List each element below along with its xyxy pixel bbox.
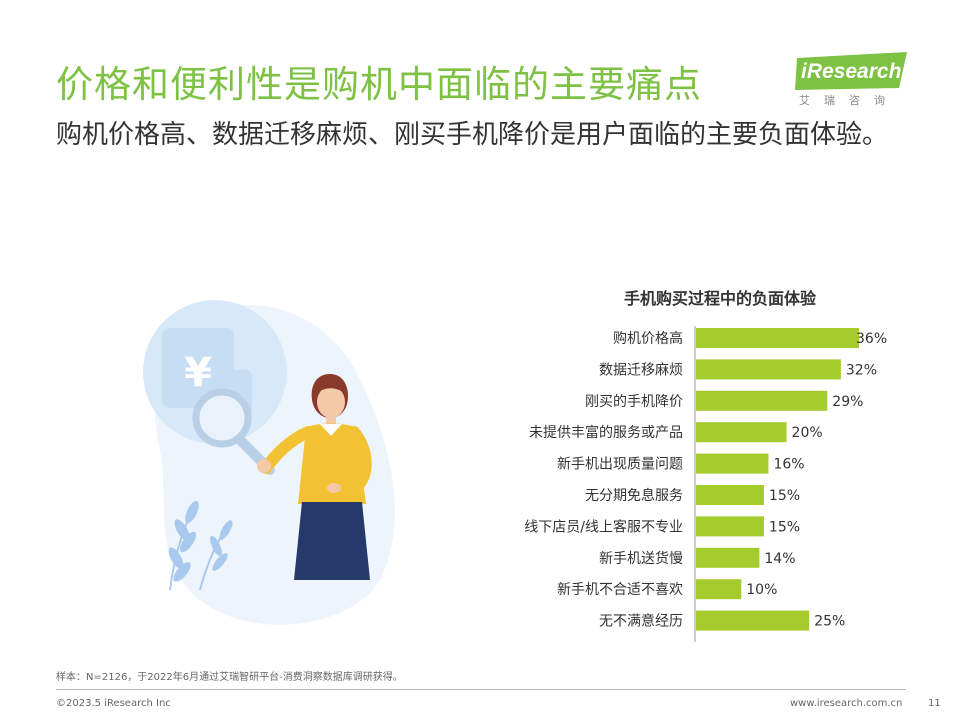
value-label: 14% bbox=[764, 551, 795, 567]
sample-footnote: 样本：N=2126，于2022年6月通过艾瑞智研平台-消费洞察数据库调研获得。 bbox=[56, 672, 403, 683]
category-label: 刚买的手机降价 bbox=[585, 394, 683, 410]
iresearch-logo: iResearch 艾瑞咨询 bbox=[795, 52, 913, 112]
value-label: 15% bbox=[769, 488, 800, 504]
leaf-plant bbox=[168, 500, 233, 591]
value-label: 29% bbox=[832, 394, 863, 410]
magnifier-glass bbox=[192, 388, 252, 448]
value-label: 10% bbox=[746, 582, 777, 598]
category-label: 无分期免息服务 bbox=[585, 487, 683, 504]
value-label: 16% bbox=[773, 457, 804, 473]
currency-icon: ¥ bbox=[184, 350, 212, 396]
ticket-card bbox=[162, 328, 234, 408]
bar bbox=[696, 485, 764, 505]
bar bbox=[696, 610, 810, 631]
footer-divider bbox=[56, 689, 906, 690]
logo-shape bbox=[795, 52, 907, 90]
bar bbox=[696, 453, 769, 474]
value-label: 32% bbox=[846, 362, 877, 378]
negative-experience-bar-chart: 购机价格高 36% 数据迁移麻烦 32% 刚买的手机降价 29% 未提供丰富的服务或产品 20… bbox=[524, 326, 887, 642]
website-link[interactable]: www.iresearch.com.cn bbox=[790, 698, 903, 709]
chart-title: 手机购买过程中的负面体验 bbox=[623, 289, 816, 308]
bar bbox=[696, 516, 764, 537]
bar bbox=[696, 422, 787, 443]
category-label: 线下店员/线上客服不专业 bbox=[524, 518, 683, 535]
page-subtitle: 购机价格高、数据迁移麻烦、刚买手机降价是用户面临的主要负面体验。 bbox=[56, 120, 889, 150]
category-label: 新手机不合适不喜欢 bbox=[557, 582, 683, 598]
woman-figure bbox=[257, 374, 372, 580]
page-title: 价格和便利性是购机中面临的主要痛点 bbox=[56, 63, 702, 106]
logo-subtext: 艾瑞咨询 bbox=[799, 94, 899, 107]
value-label: 15% bbox=[769, 519, 800, 535]
category-label: 新手机出现质量问题 bbox=[557, 457, 683, 473]
bar bbox=[696, 359, 841, 380]
page-number: 11 bbox=[928, 698, 941, 709]
logo-text: iResearch bbox=[801, 60, 902, 83]
bar bbox=[696, 547, 760, 568]
bar bbox=[696, 390, 828, 411]
category-label: 无不满意经历 bbox=[599, 613, 683, 630]
value-label: 25% bbox=[814, 614, 845, 630]
illustration-woman-magnifier: ¥ bbox=[143, 300, 395, 625]
copyright-text: ©2023.5 iResearch Inc bbox=[56, 698, 171, 709]
value-label: 36% bbox=[856, 331, 887, 347]
category-label: 未提供丰富的服务或产品 bbox=[529, 424, 683, 441]
value-label: 20% bbox=[792, 425, 823, 441]
category-label: 购机价格高 bbox=[613, 330, 683, 347]
category-label: 新手机送货慢 bbox=[599, 550, 683, 567]
category-label: 数据迁移麻烦 bbox=[599, 362, 683, 378]
bar bbox=[696, 579, 742, 600]
bar bbox=[696, 328, 859, 348]
